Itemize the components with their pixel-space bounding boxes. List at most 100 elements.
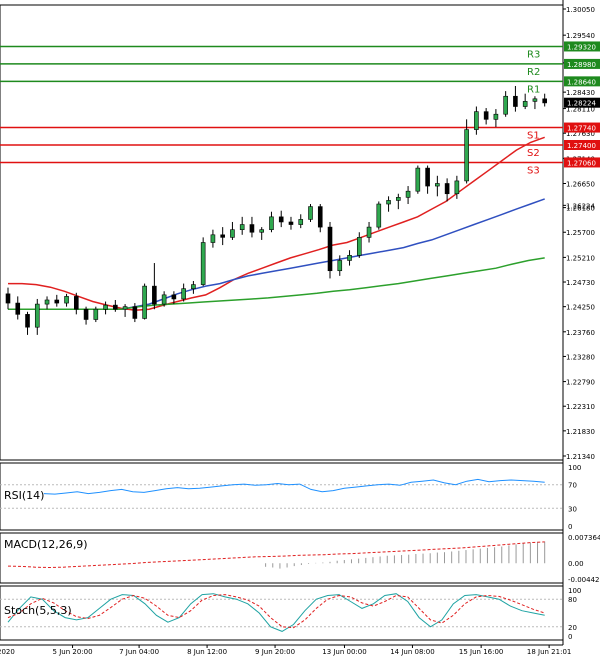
candle-body — [64, 296, 69, 304]
price-tick-label: 1.21340 — [566, 453, 595, 461]
time-label: 9 Jun 20:00 — [255, 648, 295, 656]
last-price-box — [564, 97, 600, 108]
candle-body — [386, 200, 391, 205]
pivot-label-r1: R1 — [527, 84, 540, 95]
candle-body — [493, 113, 499, 120]
panel-frame-0 — [0, 4, 564, 461]
candle-body — [298, 219, 304, 225]
candle-body — [376, 203, 382, 228]
price-tick-label: 1.28110 — [566, 106, 595, 114]
stoch-d-line — [7, 594, 545, 629]
price-tick-label: 1.24730 — [566, 279, 595, 287]
price-tick-label: 1.22310 — [566, 403, 595, 411]
candle-body — [25, 314, 30, 328]
pivot-price-box-r2 — [564, 58, 600, 69]
panel-frame-2 — [0, 532, 564, 584]
candle-body — [415, 167, 421, 192]
candle-body — [405, 190, 411, 198]
candle-body — [425, 167, 430, 187]
pivot-label-r2: R2 — [527, 67, 540, 78]
candle-body — [191, 284, 196, 289]
pivot-price-box-r3 — [564, 41, 600, 52]
price-tick-label: 1.25210 — [566, 254, 595, 262]
candle-body — [34, 303, 40, 328]
candle-body — [522, 101, 528, 107]
candle-body — [513, 95, 518, 107]
candle-body — [327, 226, 333, 272]
panel-frame-3 — [0, 585, 564, 641]
candle-body — [278, 216, 284, 223]
time-label: 13 Jun 00:00 — [322, 648, 366, 656]
price-tick-label: 1.23280 — [566, 353, 595, 361]
candle-body — [532, 98, 538, 102]
stoch-k-line — [7, 593, 545, 632]
macd-label: MACD(12,26,9) — [4, 538, 88, 551]
stoch-axis-label: 0 — [568, 633, 572, 641]
candle-body — [396, 197, 401, 201]
candle-body — [15, 302, 21, 315]
price-tick-label: 1.26650 — [566, 180, 595, 188]
pivot-price-label-s1: 1.27740 — [567, 125, 596, 133]
candle-body — [44, 299, 50, 305]
pivot-price-label-s2: 1.27400 — [567, 142, 596, 150]
last-price-label: 1.28224 — [567, 100, 596, 108]
panel-frame-1 — [0, 462, 564, 531]
macd-axis-label: 0.007364 — [568, 534, 600, 542]
price-tick-label: 1.29540 — [566, 32, 595, 40]
price-tick-label: 1.25700 — [566, 229, 595, 237]
candle-body — [113, 304, 118, 310]
candle-body — [103, 304, 108, 310]
pivot-price-box-s2 — [564, 139, 600, 150]
time-label: 14 Jun 08:00 — [390, 648, 434, 656]
rsi-axis-label: 100 — [568, 464, 581, 472]
candle-body — [337, 260, 343, 272]
price-tick-label: 1.23760 — [566, 329, 595, 337]
stoch-axis-label: 20 — [568, 624, 577, 632]
ma-line-0 — [8, 136, 545, 312]
candle-body — [317, 206, 323, 228]
price-tick-label: 1.26180 — [566, 205, 595, 213]
time-label: 7 Jun 04:00 — [119, 648, 159, 656]
candle-body — [122, 306, 128, 310]
time-label: 8 Jun 12:00 — [187, 648, 227, 656]
pivot-price-label-s3: 1.27060 — [567, 159, 596, 167]
time-label: 18 Jun 21:01 — [527, 648, 571, 656]
rsi-axis-label: 0 — [568, 523, 572, 531]
price-tick-label: 1.21830 — [566, 428, 595, 436]
candle-body — [356, 237, 362, 256]
pivot-price-box-s3 — [564, 157, 600, 168]
candle-body — [503, 95, 508, 115]
candle-body — [83, 308, 89, 320]
candle-body — [220, 234, 225, 238]
price-tick-label: 1.30050 — [566, 6, 595, 14]
candle-body — [444, 183, 450, 195]
candle-body — [152, 285, 157, 305]
candle-body — [200, 242, 206, 285]
candle-body — [181, 288, 186, 300]
candle-body — [54, 299, 60, 304]
rsi-label: RSI(14) — [4, 489, 44, 502]
macd-axis-label: 0.00 — [568, 560, 584, 568]
candle-body — [454, 180, 460, 195]
candle-body — [171, 294, 177, 300]
candle-body — [93, 308, 99, 320]
pivot-label-s3: S3 — [527, 165, 540, 176]
candle-body — [347, 255, 352, 261]
candle-body — [288, 221, 294, 225]
candle-body — [464, 129, 469, 182]
candle-body — [259, 229, 265, 233]
pivot-price-box-r1 — [564, 76, 600, 87]
price-tick-label: 1.27630 — [566, 130, 595, 138]
candle-body — [269, 216, 274, 230]
candle-body — [5, 293, 11, 304]
time-label: 15 Jun 16:00 — [459, 648, 503, 656]
time-label: 5 Jun 20:00 — [53, 648, 93, 656]
time-label: 4 Jun 2020 — [0, 648, 15, 656]
candle-body — [366, 226, 372, 238]
price-tick-label: 1.26224 — [566, 202, 595, 210]
candle-body — [249, 224, 255, 233]
pivot-label-r3: R3 — [527, 49, 540, 60]
price-tick-label: 1.22790 — [566, 379, 595, 387]
pivot-label-s2: S2 — [527, 148, 540, 159]
